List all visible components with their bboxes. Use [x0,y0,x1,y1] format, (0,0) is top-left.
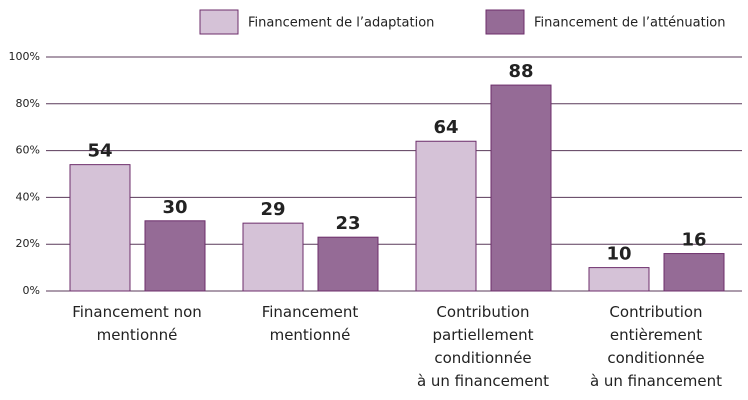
legend-swatch [485,9,525,35]
x-tick-label: Financement mentionné [262,303,359,344]
y-tick-label: 60% [16,144,40,157]
bar [490,84,552,292]
y-tick-label: 0% [23,284,40,297]
value-label: 88 [508,61,533,82]
x-tick-label: Contribution entièrement conditionnée à un … [590,303,722,390]
value-label: 54 [87,141,112,162]
y-tick-label: 100% [9,50,40,63]
bar [663,253,725,292]
y-tick-label: 80% [16,97,40,110]
bar [588,267,650,292]
x-tick-label: Financement non mentionné [72,303,202,344]
legend-label: Financement de l’atténuation [534,16,726,31]
legend-label: Financement de l’adaptation [248,16,434,31]
legend-swatch [199,9,239,35]
x-tick-label: Contribution partiellement conditionnée à u… [417,303,549,390]
value-label: 16 [681,230,706,251]
value-label: 29 [260,199,285,220]
value-label: 10 [606,244,631,265]
value-label: 64 [433,117,458,138]
y-tick-label: 20% [16,237,40,250]
bar [69,164,131,292]
y-tick-label: 40% [16,190,40,203]
bar [242,222,304,292]
bar [144,220,206,292]
bar [415,140,477,292]
bar [317,236,379,292]
value-label: 23 [335,213,360,234]
value-label: 30 [162,197,187,218]
